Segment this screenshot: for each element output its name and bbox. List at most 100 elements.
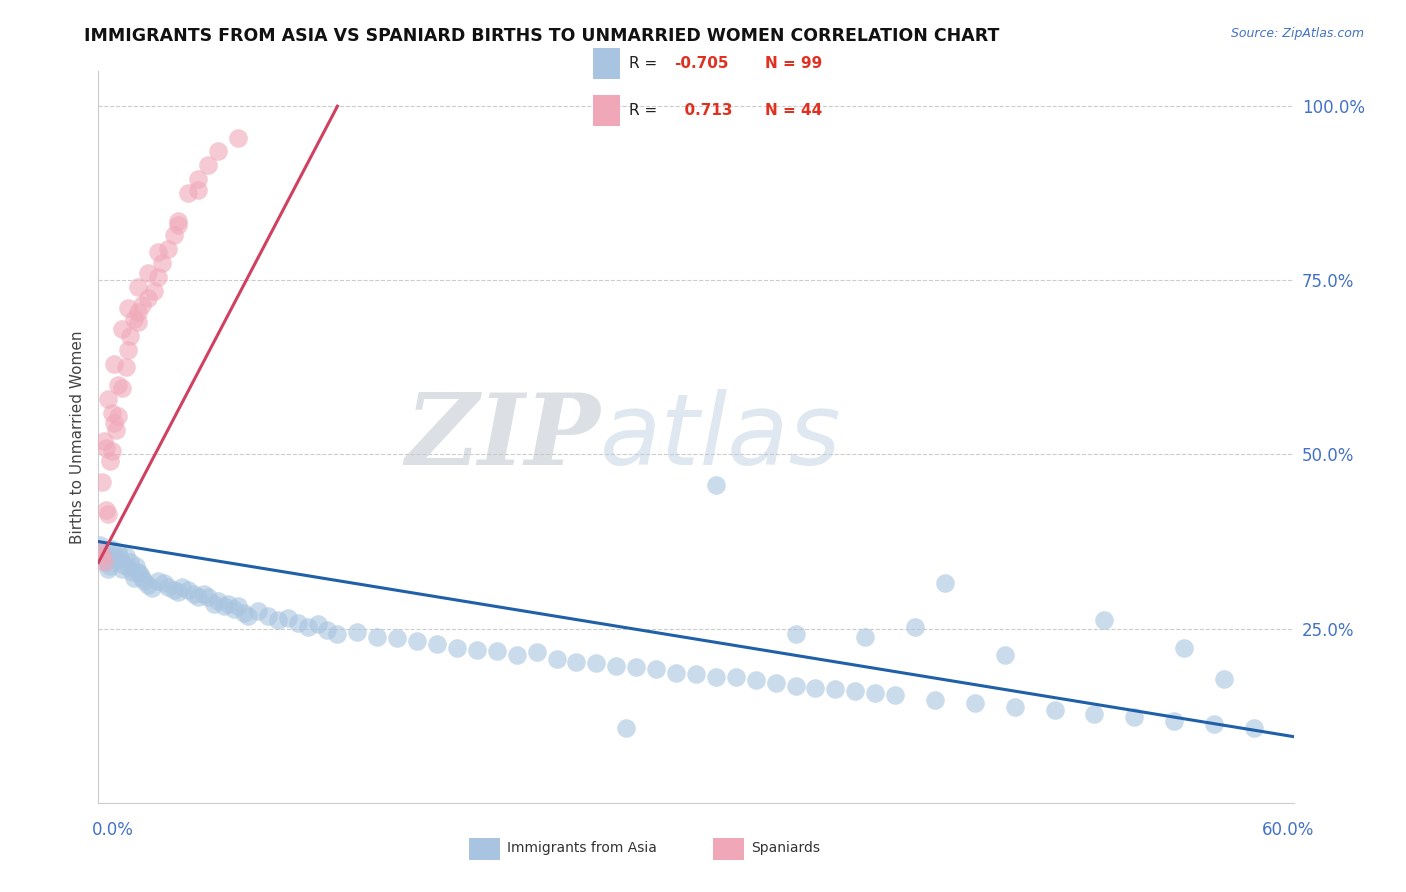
Point [97, 507, 120, 521]
Point [136, 291, 159, 305]
Point [127, 565, 149, 579]
Point [1243, 721, 1265, 735]
Point [704, 670, 727, 684]
Point [97, 562, 120, 576]
Point [605, 659, 627, 673]
Point [167, 585, 190, 599]
Point [1092, 613, 1115, 627]
Point [121, 565, 143, 579]
Point [110, 550, 132, 565]
Point [129, 567, 152, 582]
Point [226, 599, 249, 614]
Point [148, 574, 170, 589]
Point [217, 597, 239, 611]
Point [385, 632, 409, 646]
FancyBboxPatch shape [592, 95, 620, 126]
Point [89, 538, 111, 552]
Point [526, 645, 548, 659]
Point [163, 582, 186, 597]
Point [93, 545, 115, 559]
Point [446, 641, 468, 656]
Point [193, 587, 215, 601]
Text: Immigrants from Asia: Immigrants from Asia [508, 841, 657, 855]
Point [117, 560, 139, 574]
Point [212, 599, 235, 614]
Point [745, 673, 768, 688]
Point [98, 454, 122, 468]
Point [93, 434, 115, 448]
Point [117, 301, 139, 316]
Point [207, 594, 229, 608]
Point [96, 556, 118, 570]
Point [645, 662, 668, 676]
Point [115, 360, 138, 375]
Point [804, 681, 827, 695]
Point [785, 627, 807, 641]
Point [1043, 703, 1066, 717]
Point [115, 549, 138, 563]
Point [202, 597, 225, 611]
Point [187, 591, 209, 605]
Point [183, 587, 205, 601]
Point [120, 329, 142, 343]
Text: 60.0%: 60.0% [1263, 821, 1315, 838]
Point [136, 266, 159, 280]
Point [865, 686, 887, 700]
Point [844, 684, 866, 698]
Point [256, 609, 278, 624]
Point [111, 381, 134, 395]
Point [125, 558, 148, 573]
Point [167, 214, 190, 228]
Point [172, 580, 194, 594]
Point [98, 558, 122, 573]
Point [232, 607, 254, 621]
Point [1173, 641, 1195, 656]
Point [1083, 706, 1105, 721]
Point [187, 172, 209, 186]
Point [565, 655, 588, 669]
Point [207, 145, 229, 159]
Point [141, 581, 163, 595]
Point [963, 696, 986, 710]
Point [136, 578, 159, 592]
Point [131, 572, 153, 586]
Point [685, 667, 707, 681]
Point [167, 218, 190, 232]
Point [187, 183, 209, 197]
Point [96, 503, 118, 517]
Point [148, 245, 170, 260]
Point [103, 357, 125, 371]
Point [546, 651, 568, 665]
Y-axis label: Births to Unmarried Women: Births to Unmarried Women [69, 330, 84, 544]
Point [177, 186, 200, 201]
Point [884, 688, 907, 702]
Point [101, 406, 124, 420]
Point [101, 541, 124, 556]
Point [1212, 672, 1234, 686]
Point [724, 670, 747, 684]
Point [465, 642, 488, 657]
Text: atlas: atlas [600, 389, 842, 485]
Point [163, 228, 186, 243]
Point [406, 634, 429, 648]
Point [96, 441, 118, 455]
Point [506, 648, 529, 662]
Point [97, 392, 120, 406]
Point [107, 409, 129, 424]
Point [246, 604, 269, 618]
Point [103, 416, 125, 430]
Text: R =: R = [628, 103, 662, 118]
Point [120, 556, 142, 570]
Point [1004, 699, 1026, 714]
Text: -0.705: -0.705 [675, 56, 728, 70]
Text: ZIP: ZIP [405, 389, 600, 485]
Point [177, 583, 200, 598]
Point [307, 617, 329, 632]
Text: IMMIGRANTS FROM ASIA VS SPANIARD BIRTHS TO UNMARRIED WOMEN CORRELATION CHART: IMMIGRANTS FROM ASIA VS SPANIARD BIRTHS … [84, 27, 1000, 45]
Text: R =: R = [628, 56, 662, 70]
Point [1202, 717, 1225, 731]
Point [287, 616, 309, 631]
Text: N = 99: N = 99 [765, 56, 823, 70]
Point [704, 478, 727, 492]
Point [585, 657, 607, 671]
